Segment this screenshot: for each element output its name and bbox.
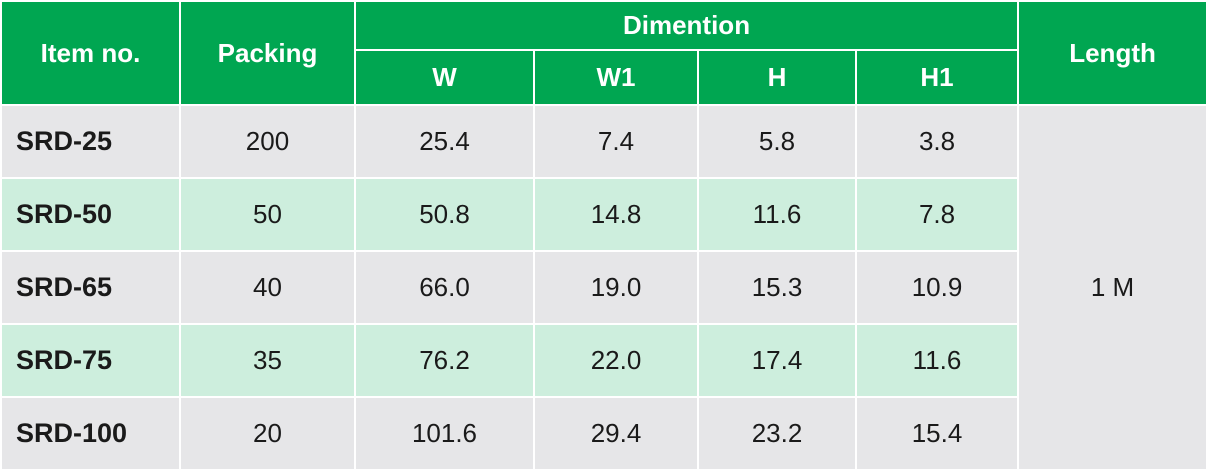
table-row: SRD-50 50 50.8 14.8 11.6 7.8: [0, 177, 1206, 252]
w1-cell: 7.4: [533, 104, 699, 179]
h1-cell: 10.9: [854, 250, 1020, 325]
header-dimention: Dimention: [353, 0, 1020, 51]
header-length: Length: [1017, 0, 1206, 106]
w-cell: 66.0: [354, 250, 535, 325]
item-no-cell: SRD-100: [0, 396, 181, 471]
header-w: W: [354, 49, 535, 106]
packing-cell: 40: [179, 250, 356, 325]
h-cell: 5.8: [697, 104, 857, 179]
header-row-top: Item no. Packing Dimention Length: [0, 0, 1206, 106]
table-row: SRD-65 40 66.0 19.0 15.3 10.9: [0, 250, 1206, 325]
h1-cell: 11.6: [854, 323, 1020, 398]
item-no-cell: SRD-75: [0, 323, 181, 398]
h-cell: 17.4: [697, 323, 857, 398]
table-row: SRD-75 35 76.2 22.0 17.4 11.6: [0, 323, 1206, 398]
item-no-cell: SRD-65: [0, 250, 181, 325]
header-h1: H1: [854, 49, 1020, 106]
w1-cell: 19.0: [533, 250, 699, 325]
header-packing: Packing: [179, 0, 356, 106]
w1-cell: 29.4: [533, 396, 699, 471]
item-no-cell: SRD-25: [0, 104, 181, 179]
w-cell: 25.4: [354, 104, 535, 179]
w-cell: 50.8: [354, 177, 535, 252]
packing-cell: 20: [179, 396, 356, 471]
packing-cell: 50: [179, 177, 356, 252]
packing-cell: 35: [179, 323, 356, 398]
w1-cell: 14.8: [533, 177, 699, 252]
header-h: H: [697, 49, 857, 106]
w-cell: 101.6: [354, 396, 535, 471]
packing-cell: 200: [179, 104, 356, 179]
h1-cell: 3.8: [854, 104, 1020, 179]
item-no-cell: SRD-50: [0, 177, 181, 252]
h1-cell: 7.8: [854, 177, 1020, 252]
h-cell: 15.3: [697, 250, 857, 325]
table-row: SRD-25 200 25.4 7.4 5.8 3.8 1 M: [0, 104, 1206, 471]
table-row: SRD-100 20 101.6 29.4 23.2 15.4: [0, 396, 1206, 471]
h-cell: 23.2: [697, 396, 857, 471]
w-cell: 76.2: [354, 323, 535, 398]
header-w1: W1: [533, 49, 699, 106]
header-row-sub: W W1 H H1: [1, 49, 1206, 106]
h-cell: 11.6: [697, 177, 857, 252]
w1-cell: 22.0: [533, 323, 699, 398]
h1-cell: 15.4: [854, 396, 1020, 471]
length-cell: 1 M: [1017, 104, 1206, 471]
header-item-no: Item no.: [0, 0, 181, 106]
